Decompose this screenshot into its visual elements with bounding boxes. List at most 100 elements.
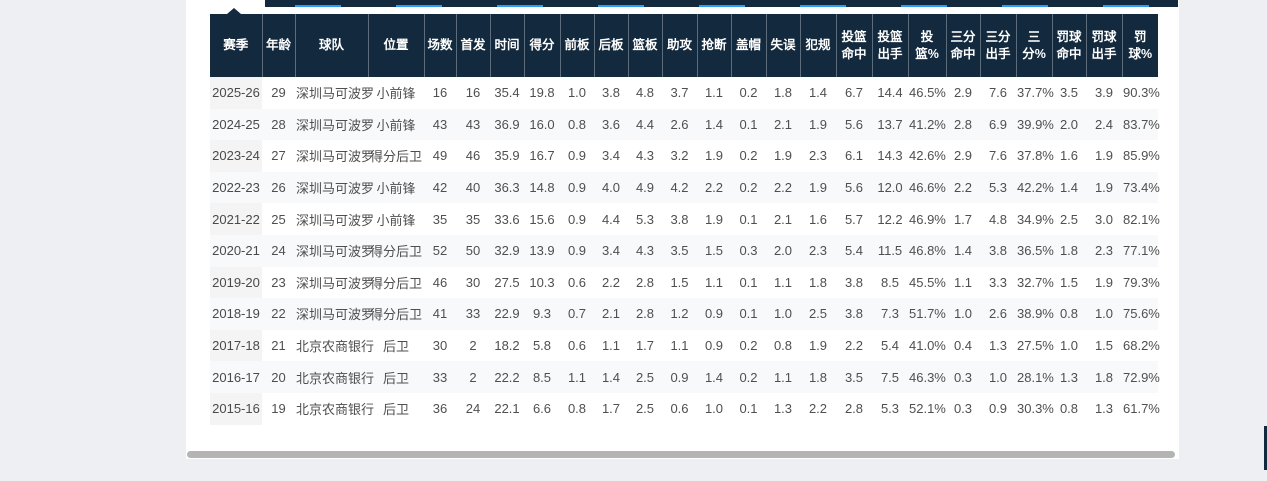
column-header: 罚球命中: [1052, 14, 1087, 77]
stat-cell: 1.1: [594, 329, 628, 362]
stat-cell: 13.9: [524, 234, 560, 267]
vertical-scrollbar-fragment[interactable]: [1264, 426, 1267, 470]
stat-cell: 得分后卫: [368, 266, 424, 299]
stat-cell: 4.3: [628, 234, 662, 267]
stat-cell: 1.5: [697, 234, 731, 267]
stat-cell: 3.9: [1086, 77, 1122, 109]
stat-cell: 79.3%: [1122, 266, 1160, 299]
stat-cell: 1.6: [800, 203, 836, 235]
stat-cell: 37.8%: [1016, 140, 1054, 172]
stat-cell: 0.6: [662, 392, 697, 425]
stat-cell: 28.1%: [1016, 361, 1054, 393]
stat-cell: 51.7%: [908, 298, 946, 330]
stat-cell: 0.8: [1052, 392, 1086, 425]
season-cell: 2024-25: [210, 108, 262, 141]
stat-cell: 13.7: [872, 108, 908, 141]
stat-cell: 46.6%: [908, 171, 946, 204]
stat-cell: 22.2: [490, 361, 524, 393]
caret-up-notch-icon: [227, 8, 241, 14]
stat-cell: 46: [456, 140, 490, 172]
stat-cell: 14.3: [872, 140, 908, 172]
stat-cell: 1.9: [1086, 140, 1122, 172]
stat-cell: 0.3: [731, 234, 766, 267]
table-row: 2018-19 22 深圳马可波罗 得分后卫 41 33 22.9 9.3 0.7 2.1 2.8 1…: [210, 298, 1160, 330]
stat-cell: 1.1: [697, 77, 731, 109]
stat-cell: 38.9%: [1016, 298, 1054, 330]
stat-cell: 1.4: [800, 77, 836, 109]
stat-cell: 1.0: [560, 77, 594, 109]
stat-cell: 72.9%: [1122, 361, 1160, 393]
stat-cell: 1.1: [697, 266, 731, 299]
stat-cell: 85.9%: [1122, 140, 1160, 172]
column-header: 投篮命中: [836, 14, 873, 77]
column-header: 罚球%: [1122, 14, 1158, 77]
stat-cell: 2.4: [1086, 108, 1122, 141]
stat-cell: 深圳马可波罗: [295, 140, 374, 172]
stat-cell: 46: [424, 266, 456, 299]
stat-cell: 28: [262, 108, 295, 141]
stat-cell: 北京农商银行: [295, 329, 374, 362]
season-cell: 2025-26: [210, 77, 262, 109]
stat-cell: 0.9: [697, 329, 731, 362]
stat-cell: 2.8: [628, 298, 662, 330]
stat-cell: 0.2: [731, 329, 766, 362]
stat-cell: 1.1: [766, 266, 800, 299]
stat-cell: 37.7%: [1016, 77, 1054, 109]
column-header: 三分命中: [946, 14, 981, 77]
stat-cell: 0.8: [560, 108, 594, 141]
column-header: 球队: [295, 14, 369, 77]
stat-cell: 1.3: [1052, 361, 1086, 393]
column-header: 三分出手: [980, 14, 1017, 77]
season-cell: 2020-21: [210, 234, 262, 267]
stat-cell: 2.0: [1052, 108, 1086, 141]
content-card: 赛季 年龄 球队 位置 场数 首发 时间 得分 前板 后板 篮板 助攻 抢断 盖帽 失误 犯规 投篮命中 投篮出手…: [186, 0, 1179, 459]
stat-cell: 深圳马可波罗: [295, 266, 374, 299]
stat-cell: 14.4: [872, 77, 908, 109]
horizontal-scrollbar-thumb[interactable]: [187, 451, 1175, 458]
stat-cell: 7.3: [872, 298, 908, 330]
stat-cell: 0.7: [560, 298, 594, 330]
stat-cell: 0.3: [946, 392, 980, 425]
column-header: 年龄: [262, 14, 296, 77]
stat-cell: 25: [262, 203, 295, 235]
stat-cell: 0.4: [946, 329, 980, 362]
stat-cell: 3.5: [836, 361, 872, 393]
stat-cell: 4.8: [628, 77, 662, 109]
column-header: 前板: [560, 14, 595, 77]
stat-cell: 2.5: [628, 361, 662, 393]
column-header: 场数: [424, 14, 457, 77]
top-tab-strip[interactable]: [265, 0, 1178, 7]
stat-cell: 22.1: [490, 392, 524, 425]
stat-cell: 3.8: [980, 234, 1016, 267]
stat-cell: 18.2: [490, 329, 524, 362]
stat-cell: 得分后卫: [368, 234, 424, 267]
stat-cell: 2.9: [946, 77, 980, 109]
stat-cell: 1.8: [1052, 234, 1086, 267]
stat-cell: 1.8: [766, 77, 800, 109]
stat-cell: 1.4: [697, 108, 731, 141]
stat-cell: 深圳马可波罗: [295, 203, 374, 235]
stat-cell: 5.3: [980, 171, 1016, 204]
stat-cell: 1.0: [766, 298, 800, 330]
stat-cell: 75.6%: [1122, 298, 1160, 330]
stat-cell: 46.8%: [908, 234, 946, 267]
stat-cell: 42.6%: [908, 140, 946, 172]
stat-cell: 2.2: [766, 171, 800, 204]
stat-cell: 1.8: [800, 361, 836, 393]
stat-cell: 6.7: [836, 77, 872, 109]
stat-cell: 39.9%: [1016, 108, 1054, 141]
stat-cell: 45.5%: [908, 266, 946, 299]
stat-cell: 46.9%: [908, 203, 946, 235]
column-header: 时间: [490, 14, 525, 77]
stat-cell: 8.5: [524, 361, 560, 393]
stat-cell: 29: [262, 77, 295, 109]
stat-cell: 46.3%: [908, 361, 946, 393]
stat-cell: 19: [262, 392, 295, 425]
table-row: 2022-23 26 深圳马可波罗 小前锋 42 40 36.3 14.8 0.9 4.0 4.9 4…: [210, 171, 1160, 204]
stat-cell: 35.9: [490, 140, 524, 172]
stat-cell: 1.9: [766, 140, 800, 172]
table-row: 2021-22 25 深圳马可波罗 小前锋 35 35 33.6 15.6 0.9 4.4 5.3 3…: [210, 203, 1160, 235]
table-row: 2024-25 28 深圳马可波罗 小前锋 43 43 36.9 16.0 0.8 3.6 4.4 2…: [210, 108, 1160, 141]
stat-cell: 52: [424, 234, 456, 267]
stat-cell: 1.5: [662, 266, 697, 299]
